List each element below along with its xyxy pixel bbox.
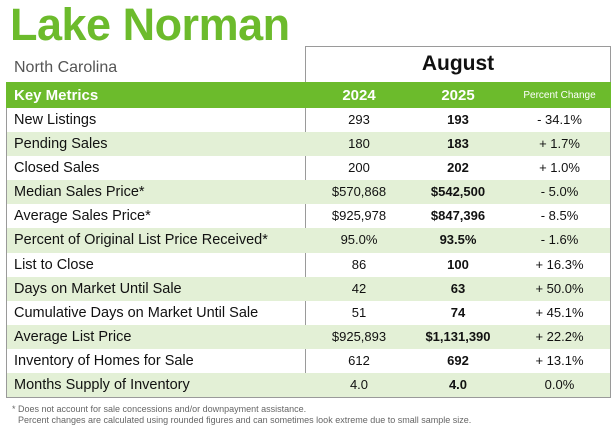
- value-2024: 180: [348, 136, 370, 152]
- metric-label: Average List Price: [14, 328, 132, 345]
- value-2024: $570,868: [331, 184, 387, 200]
- table-row: Pending Sales 180 183 + 1.7%: [7, 132, 610, 157]
- value-2024: 293: [348, 112, 370, 127]
- table-row: Inventory of Homes for Sale 612 692 + 13…: [7, 349, 610, 373]
- metric-label: Percent of Original List Price Received*: [14, 232, 268, 249]
- percent-change: + 13.1%: [535, 352, 584, 368]
- percent-change: + 50.0%: [535, 280, 584, 296]
- value-2024: 51: [351, 304, 367, 320]
- value-2025: $847,396: [430, 208, 486, 224]
- value-2025: $542,500: [430, 184, 486, 200]
- percent-change: 0.0%: [544, 377, 575, 393]
- table-row: Closed Sales 200 202 + 1.0%: [7, 156, 610, 180]
- percent-change: + 22.2%: [535, 328, 584, 344]
- table-row: Median Sales Price* $570,868 $542,500 - …: [7, 180, 610, 205]
- value-2025: 202: [447, 160, 469, 176]
- metric-label: Months Supply of Inventory: [14, 377, 190, 394]
- value-2025: 4.0: [448, 377, 468, 393]
- value-2025: 63: [450, 280, 466, 296]
- footnote-line-2: Percent changes are calculated using rou…: [18, 415, 472, 425]
- percent-change: - 34.1%: [537, 112, 582, 127]
- month-header: August: [305, 46, 611, 82]
- metric-label: Average Sales Price*: [14, 208, 151, 225]
- value-2025: 193: [447, 112, 469, 127]
- table-header-row: Key Metrics 2024 2025 Percent Change: [6, 82, 611, 108]
- value-2024: 4.0: [349, 377, 369, 393]
- value-2024: 42: [351, 280, 367, 296]
- table-row: Days on Market Until Sale 42 63 + 50.0%: [7, 276, 610, 301]
- footnote-line-1: * Does not account for sale concessions …: [12, 404, 307, 414]
- value-2024: 95.0%: [340, 232, 378, 248]
- value-2024: 612: [348, 352, 370, 368]
- metric-label: Inventory of Homes for Sale: [14, 352, 194, 369]
- value-2024: $925,978: [331, 208, 387, 224]
- metric-label: Cumulative Days on Market Until Sale: [14, 304, 259, 321]
- metric-label: New Listings: [14, 112, 97, 128]
- value-2025: 183: [447, 136, 469, 152]
- table-row: Months Supply of Inventory 4.0 4.0 0.0%: [7, 373, 610, 398]
- percent-change: + 16.3%: [535, 256, 584, 272]
- value-2025: 100: [447, 256, 469, 272]
- metrics-table-body: New Listings 293 193 - 34.1% Pending Sal…: [6, 108, 611, 398]
- value-2025: 74: [450, 304, 466, 320]
- percent-change: - 1.6%: [540, 232, 579, 248]
- value-2024: 86: [351, 256, 367, 272]
- percent-change: + 45.1%: [535, 304, 584, 320]
- percent-change: - 5.0%: [540, 184, 579, 200]
- value-2025: 93.5%: [439, 232, 477, 248]
- value-2025: 692: [447, 352, 469, 368]
- column-header-percent-change: Percent Change: [523, 89, 596, 101]
- metric-label: List to Close: [14, 256, 94, 273]
- metric-label: Pending Sales: [14, 136, 108, 153]
- table-row: List to Close 86 100 + 16.3%: [7, 253, 610, 277]
- metric-label: Closed Sales: [14, 160, 100, 177]
- table-row: New Listings 293 193 - 34.1%: [7, 108, 610, 132]
- page-title: Lake Norman: [10, 0, 290, 50]
- table-row: Average List Price $925,893 $1,131,390 +…: [7, 324, 610, 349]
- value-2024: 200: [348, 160, 370, 176]
- percent-change: + 1.0%: [539, 160, 580, 176]
- column-header-metric: Key Metrics: [14, 86, 99, 104]
- percent-change: - 8.5%: [540, 208, 579, 224]
- value-2024: $925,893: [331, 328, 387, 344]
- value-2025: $1,131,390: [425, 328, 491, 344]
- metric-label: Median Sales Price*: [14, 184, 145, 201]
- column-header-2024: 2024: [342, 86, 376, 104]
- table-row: Average Sales Price* $925,978 $847,396 -…: [7, 204, 610, 228]
- table-row: Cumulative Days on Market Until Sale 51 …: [7, 301, 610, 325]
- metric-label: Days on Market Until Sale: [14, 280, 182, 297]
- footnotes: * Does not account for sale concessions …: [12, 404, 471, 426]
- percent-change: + 1.7%: [539, 136, 580, 152]
- page-subtitle: North Carolina: [14, 59, 118, 76]
- table-row: Percent of Original List Price Received*…: [7, 228, 610, 253]
- column-header-2025: 2025: [441, 86, 475, 104]
